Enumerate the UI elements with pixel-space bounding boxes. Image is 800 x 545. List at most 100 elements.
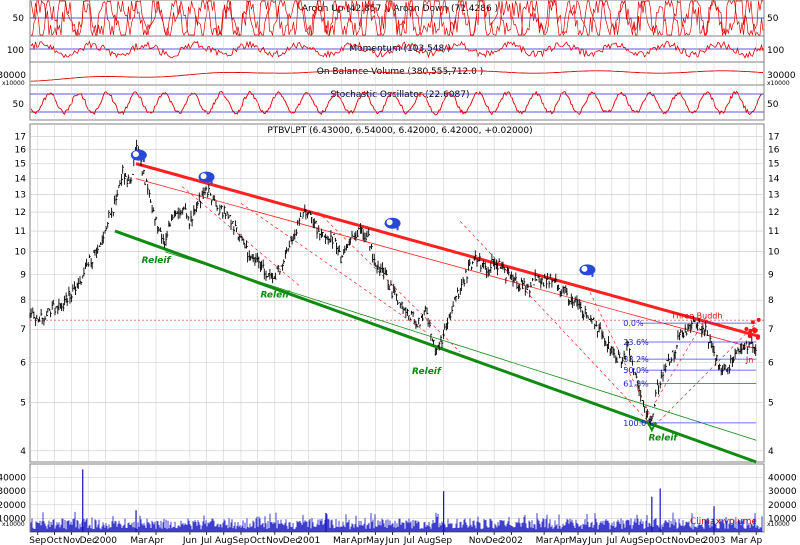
stochastic-title: Stochastic Oscillator (22.6087) (330, 90, 469, 100)
y-tick-label-left: 4 (20, 447, 26, 457)
annotation-red: Jn (745, 356, 753, 365)
x-tick-label: Jul (403, 536, 415, 545)
y-tick-label-right: 12 (768, 208, 779, 218)
low-v-marker (646, 421, 657, 433)
elephant-trunk (210, 179, 213, 185)
x-tick-label: 2000 (94, 536, 117, 545)
annotation-green: Releif (142, 256, 172, 266)
y-tick-label-right: 7 (768, 325, 774, 335)
y-tick-label-right: 16 (768, 146, 780, 156)
volume-bars-path (30, 511, 763, 532)
x-tick-label: Mar (536, 536, 553, 545)
indicator-lines (30, 0, 764, 116)
x-tick-label: Dec (688, 536, 705, 545)
volume-y-tick-right: 40000 (768, 474, 797, 484)
aroon-down-line (31, 0, 763, 37)
price-bars (29, 139, 757, 426)
x-tick-label: Dec (80, 536, 97, 545)
channel-dashed-line (654, 316, 707, 403)
y-tick-label-left: 12 (15, 208, 26, 218)
red-signal-dot (753, 328, 758, 333)
y-tick-label-right: 11 (768, 227, 779, 237)
y-tick-label-right: 9 (768, 271, 774, 281)
stochastic-left-tick: 50 (13, 100, 25, 110)
obv-unit-left: x10000 (2, 80, 25, 87)
obv-right-tick: 30000 (767, 71, 796, 81)
volume-unit-left: x10000 (2, 521, 25, 528)
main-y-ticks: 4 4 5 5 6 6 7 7 8 8 9 9 10 10 11 11 12 12 13 13 14 14 15 15 16 16… (15, 132, 780, 456)
y-tick-label-right: 14 (768, 175, 780, 185)
x-tick-label: Mar (333, 536, 350, 545)
obv-title: On Balance Volume (380,555,712.0 ) (317, 67, 483, 77)
x-tick-label: 2003 (703, 536, 726, 545)
elephant-ear (581, 265, 588, 272)
x-tick-label: Aug (418, 536, 436, 545)
x-tick-label: Sep (29, 536, 46, 545)
upper-parallel-line (135, 178, 757, 350)
x-tick-label: Oct (47, 536, 63, 545)
stochastic-right-tick: 50 (767, 100, 779, 110)
y-tick-label-left: 10 (15, 248, 27, 258)
elephant-icon (198, 171, 215, 185)
obv-left-tick: 30000 (0, 71, 26, 81)
upper-trend-line (135, 162, 757, 337)
panel-frame-sto (29, 84, 765, 121)
volume-label: Climax volume (690, 517, 758, 527)
panel-frame-main (29, 123, 765, 463)
y-tick-label-left: 17 (15, 132, 26, 142)
x-tick-label: Apr (554, 536, 570, 545)
aroon-up-line (30, 0, 764, 37)
annotation-green: Releif (412, 367, 442, 377)
elephant-trunk (396, 225, 399, 231)
fib-level-label: 0.0% (623, 319, 644, 328)
obv-unit-right: x10000 (767, 80, 790, 87)
red-signal-dot (750, 320, 755, 325)
x-tick-label: Ap (750, 536, 762, 545)
main-grid (30, 0, 764, 532)
x-tick-label: Oct (250, 536, 266, 545)
x-tick-label: Nov (266, 536, 284, 545)
elephant-ear (132, 151, 139, 158)
stochastic-line (30, 90, 763, 116)
y-tick-label-left: 7 (20, 325, 26, 335)
y-tick-label-left: 9 (20, 271, 26, 281)
y-tick-label-right: 8 (768, 296, 774, 306)
channel-dashed-line (240, 202, 427, 333)
y-tick-label-right: 17 (768, 132, 779, 142)
x-tick-label: Sep (638, 536, 655, 545)
x-tick-label: Jun (385, 536, 400, 545)
elephant-trunk (142, 157, 145, 163)
y-tick-label-right: 6 (768, 359, 774, 369)
channel-dashed-line (181, 186, 302, 288)
y-tick-label-left: 11 (15, 227, 26, 237)
x-tick-label: Aug (215, 536, 233, 545)
aroon-right-tick: 50 (767, 14, 779, 24)
x-tick-label: 2002 (500, 536, 523, 545)
volume-y-tick-left: 20000 (0, 501, 26, 511)
annotations: Releif Releif Releif Releif Three Buddh Jn (130, 149, 761, 443)
x-tick-label: Jul (605, 536, 617, 545)
elephant-icon (384, 217, 401, 231)
x-tick-label: Jun (587, 536, 602, 545)
volume-y-tick-right: 30000 (768, 487, 797, 497)
price-series (29, 139, 757, 426)
volume-unit-right: x10000 (767, 521, 790, 528)
momentum-left-tick: 100 (7, 46, 24, 56)
aroon-title: Aroon Up (42.857 ), Aroon Down (71.4286 … (302, 4, 498, 14)
momentum-line (30, 40, 764, 59)
annotation-red: Three Buddh (670, 312, 722, 321)
elephant-icon (130, 149, 147, 163)
x-tick-label: Sep (232, 536, 249, 545)
volume-y-tick-right: 20000 (768, 501, 797, 511)
x-tick-label: May (569, 536, 588, 545)
y-tick-label-right: 4 (768, 447, 774, 457)
x-tick-label: Mar (130, 536, 147, 545)
red-signal-dot (755, 334, 760, 339)
y-tick-label-left: 8 (20, 296, 26, 306)
elephant-ear (200, 173, 207, 180)
y-tick-label-right: 5 (768, 398, 774, 408)
x-tick-label: Aug (620, 536, 638, 545)
fibonacci-levels: 0.0% 23.6% 38.2% 50.0% 61.8% 100.0% (623, 319, 757, 428)
